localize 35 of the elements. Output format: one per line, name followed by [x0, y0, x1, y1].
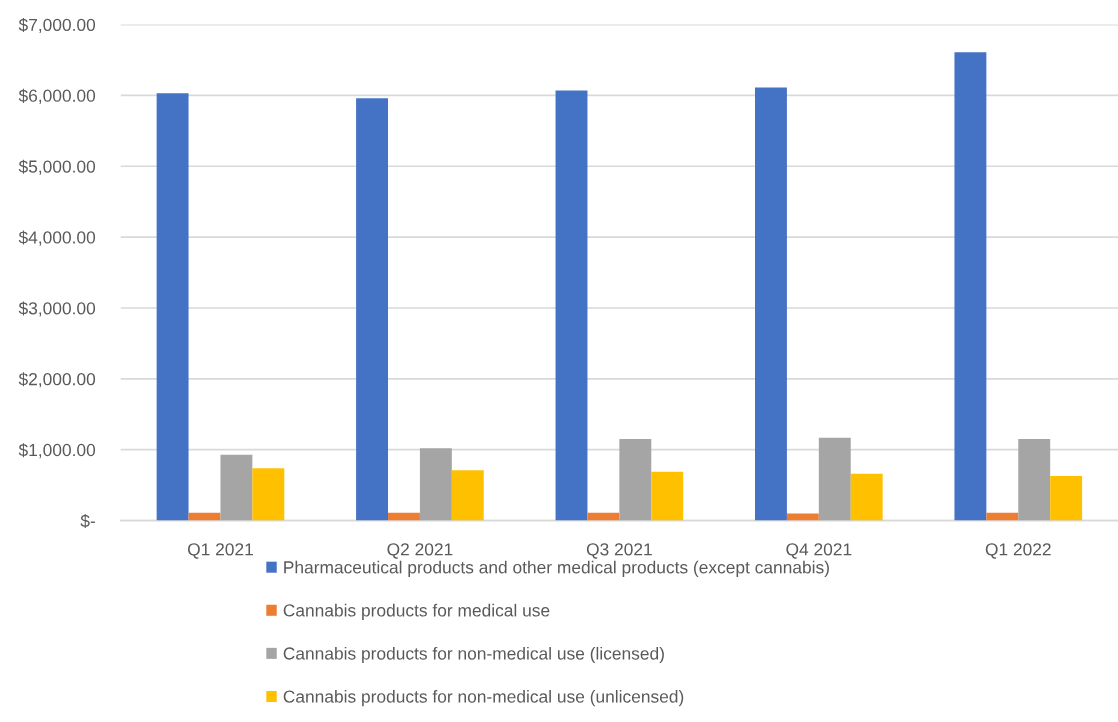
x-tick-label: Q1 2021	[187, 543, 253, 559]
legend-label: Pharmaceutical products and other medical products (except cannabis)	[284, 560, 829, 577]
y-tick-label: $1,000.00	[18, 443, 96, 459]
bar	[356, 98, 389, 521]
legend-label: Cannabis products for medical use	[283, 603, 550, 620]
bar	[651, 471, 684, 521]
x-tick-label: Q4 2021	[786, 543, 852, 559]
x-tick-label: Q2 2021	[387, 543, 453, 559]
bar	[1018, 439, 1051, 521]
y-tick-label: $7,000.00	[18, 17, 96, 34]
legend-label: Cannabis products for non-medical use (licensed)	[283, 646, 664, 664]
bar	[419, 448, 452, 521]
bar	[587, 512, 620, 521]
bar	[252, 468, 285, 521]
bar	[850, 473, 883, 521]
y-tick-label: $-	[80, 514, 95, 529]
bar	[451, 470, 484, 521]
x-tick-label: Q1 2022	[985, 543, 1051, 559]
bar	[220, 454, 253, 521]
bar	[786, 513, 819, 521]
bar	[818, 437, 851, 521]
bar	[619, 439, 652, 521]
y-tick-label: $3,000.00	[18, 301, 96, 317]
bar	[555, 90, 588, 521]
y-tick-label: $4,000.00	[18, 230, 96, 246]
y-tick-label: $2,000.00	[18, 372, 96, 388]
bar	[986, 512, 1019, 521]
bar	[156, 93, 189, 521]
bar	[1050, 475, 1083, 521]
legend-label: Cannabis products for non-medical use (unlicensed)	[283, 690, 684, 707]
x-tick-label: Q3 2021	[586, 543, 652, 559]
y-tick-label: $6,000.00	[18, 88, 96, 104]
y-tick-label: $5,000.00	[18, 159, 96, 175]
bar	[755, 87, 787, 521]
bar	[388, 512, 420, 521]
